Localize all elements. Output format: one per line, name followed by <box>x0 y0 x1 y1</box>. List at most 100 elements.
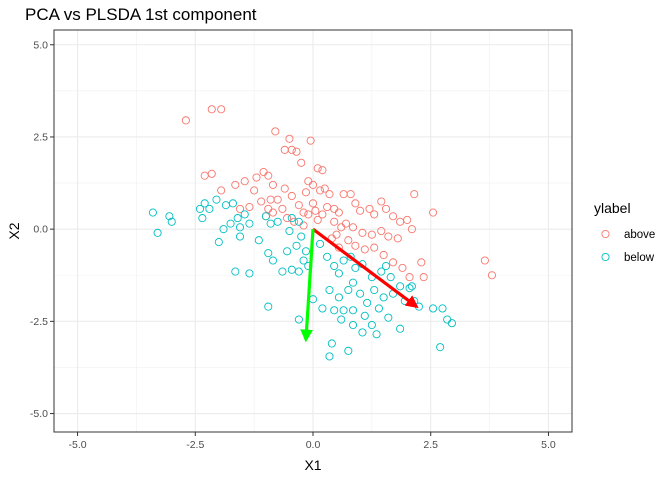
data-point-above <box>231 180 240 189</box>
data-point-below <box>377 267 386 276</box>
data-point-below <box>334 269 343 278</box>
data-point-below <box>233 214 242 223</box>
legend-key-below <box>601 252 610 262</box>
data-point-above <box>403 215 412 224</box>
y-tick-label: 0.0 <box>33 224 48 236</box>
y-tick-label: -5.0 <box>30 408 48 420</box>
data-point-below <box>330 261 339 271</box>
data-point-above <box>235 204 245 213</box>
data-point-below <box>283 247 292 256</box>
data-point-above <box>417 258 426 267</box>
data-point-above <box>268 180 278 189</box>
data-point-above <box>257 197 266 206</box>
data-point-above <box>308 180 318 189</box>
data-point-below <box>212 195 221 204</box>
data-point-above <box>341 219 351 228</box>
data-point-below <box>153 228 162 237</box>
legend-key-above <box>601 229 610 239</box>
data-point-below <box>438 304 447 313</box>
data-point-above <box>325 190 334 199</box>
data-point-below <box>334 293 343 302</box>
data-point-below <box>356 289 365 298</box>
data-point-below <box>344 346 353 355</box>
data-point-below <box>297 232 306 241</box>
data-point-above <box>346 190 355 199</box>
legend-title: ylabel <box>594 200 631 216</box>
data-point-above <box>278 204 287 213</box>
data-point-above <box>351 241 360 250</box>
component-arrows <box>300 227 419 343</box>
data-point-below <box>325 285 334 295</box>
data-point-below <box>231 267 240 276</box>
data-point-below <box>348 306 358 315</box>
data-point-below <box>351 263 360 272</box>
data-point-above <box>370 243 379 252</box>
data-point-above <box>429 208 438 217</box>
data-point-above <box>294 201 303 210</box>
x-tick-label: 2.5 <box>423 439 438 451</box>
data-point-below <box>363 298 372 307</box>
data-point-above <box>360 245 369 254</box>
data-point-below <box>292 241 301 250</box>
data-point-above <box>318 210 327 219</box>
data-point-below <box>318 304 327 313</box>
data-point-below <box>219 225 228 234</box>
data-point-below <box>337 315 346 324</box>
data-point-above <box>316 186 325 195</box>
data-point-below <box>254 236 263 245</box>
data-point-below <box>386 273 395 282</box>
legend-label-below: below <box>624 252 655 264</box>
data-point-below <box>436 343 445 352</box>
data-point-above <box>419 273 428 282</box>
data-point-above <box>268 208 278 217</box>
data-point-above <box>217 186 226 195</box>
data-point-below <box>344 285 353 295</box>
data-point-below <box>348 278 358 287</box>
data-point-below <box>381 261 391 271</box>
data-point-above <box>407 225 416 234</box>
data-point-above <box>351 199 360 208</box>
data-point-below <box>198 214 207 223</box>
data-point-below <box>339 306 348 315</box>
data-point-below <box>294 267 303 276</box>
data-point-above <box>344 236 353 245</box>
data-point-above <box>217 105 226 114</box>
data-point-below <box>327 339 336 348</box>
data-point-above <box>367 230 376 239</box>
pca-arrow <box>300 229 315 343</box>
data-point-above <box>264 171 273 180</box>
data-point-below <box>447 319 456 328</box>
data-point-below <box>372 330 381 339</box>
data-point-below <box>370 285 379 295</box>
data-point-below <box>287 214 296 223</box>
data-point-below <box>316 239 325 248</box>
data-point-above <box>356 206 365 215</box>
chart-title: PCA vs PLSDA 1st component <box>25 5 257 24</box>
data-point-below <box>367 320 376 330</box>
data-point-below <box>228 199 237 208</box>
data-point-above <box>308 199 318 208</box>
data-point-below <box>384 313 393 322</box>
y-axis-title: X2 <box>6 222 22 239</box>
data-point-above <box>358 228 367 237</box>
data-point-below <box>360 311 369 320</box>
data-point-below <box>235 232 245 241</box>
y-tick-label: -2.5 <box>30 316 48 328</box>
data-point-above <box>334 208 343 217</box>
x-axis-title: X1 <box>304 457 321 473</box>
data-point-below <box>374 304 383 313</box>
data-point-above <box>389 212 398 221</box>
x-tick-label: -2.5 <box>186 439 204 451</box>
data-point-below <box>235 223 245 232</box>
data-point-above <box>266 195 275 204</box>
data-point-below <box>148 208 157 217</box>
x-tick-label: -5.0 <box>68 439 86 451</box>
legend-entries: above below <box>597 225 655 266</box>
data-point-below <box>285 226 294 236</box>
x-tick-label: 0.0 <box>306 439 321 451</box>
data-point-above <box>245 202 254 212</box>
data-point-below <box>301 247 310 256</box>
y-axis-ticks: -5.0 -2.5 0.0 2.5 5.0 <box>30 39 54 420</box>
y-tick-label: 2.5 <box>33 131 48 143</box>
